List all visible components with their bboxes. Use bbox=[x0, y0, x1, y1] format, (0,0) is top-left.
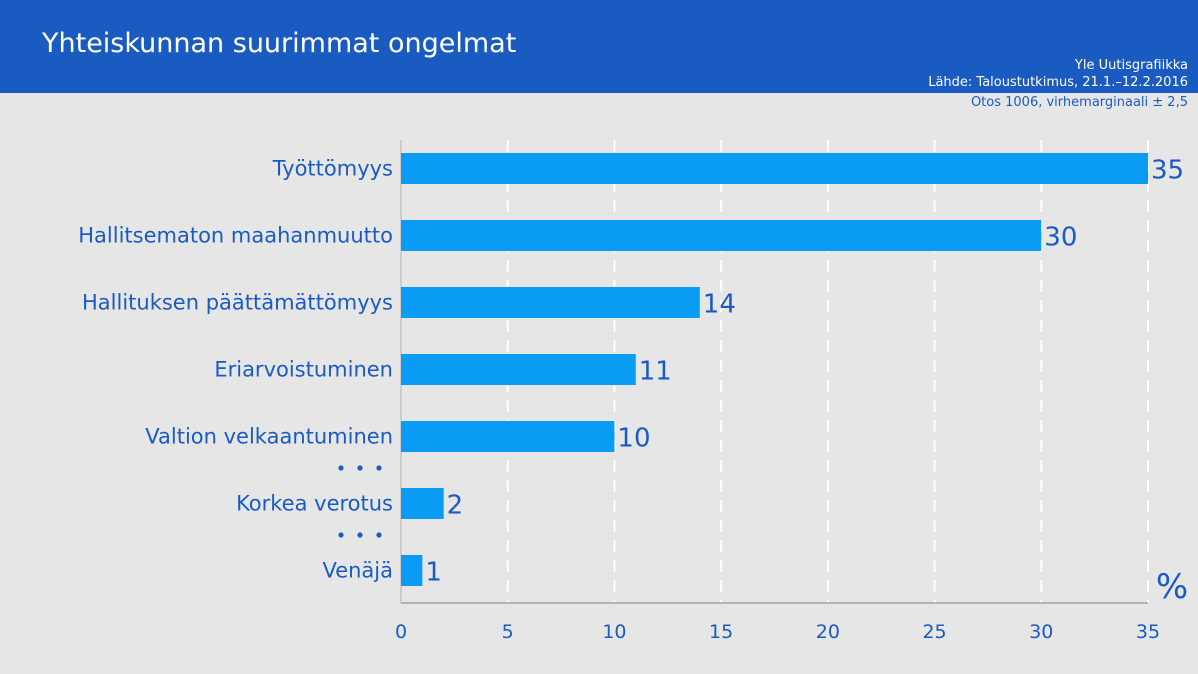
bar bbox=[401, 421, 615, 452]
category-label: Työttömyys bbox=[272, 157, 393, 181]
ellipsis-dot bbox=[376, 532, 382, 538]
x-tick-label: 25 bbox=[922, 621, 946, 643]
bar bbox=[401, 354, 636, 385]
chart-title: Yhteiskunnan suurimmat ongelmat bbox=[42, 28, 517, 59]
unit-label: % bbox=[1156, 567, 1188, 607]
category-label: Hallitsematon maahanmuutto bbox=[78, 224, 393, 248]
value-label: 11 bbox=[639, 357, 672, 387]
ellipsis-dot bbox=[357, 465, 363, 471]
category-label: Hallituksen päättämättömyys bbox=[82, 291, 393, 315]
x-tick-label: 30 bbox=[1029, 621, 1053, 643]
category-label: Korkea verotus bbox=[236, 492, 393, 516]
value-label: 35 bbox=[1151, 156, 1184, 186]
sample-text: Otos 1006, virhemarginaali ± 2,5 bbox=[970, 95, 1188, 110]
x-tick-label: 0 bbox=[395, 621, 407, 643]
header-banner: Yhteiskunnan suurimmat ongelmat Yle Uuti… bbox=[0, 0, 1198, 93]
value-label: 1 bbox=[425, 558, 442, 588]
ellipsis-dot bbox=[376, 465, 382, 471]
category-label: Venäjä bbox=[322, 559, 393, 583]
ellipsis-dot bbox=[338, 465, 344, 471]
x-tick-label: 20 bbox=[816, 621, 840, 643]
ellipsis-dot bbox=[357, 532, 363, 538]
x-tick-label: 15 bbox=[709, 621, 733, 643]
bar bbox=[401, 488, 444, 519]
x-tick-label: 35 bbox=[1136, 621, 1160, 643]
bar bbox=[401, 153, 1148, 184]
source-text: Lähde: Taloustutkimus, 21.1.–12.2.2016 bbox=[928, 75, 1188, 90]
bar bbox=[401, 287, 700, 318]
ellipsis-dot bbox=[338, 532, 344, 538]
credit-text: Yle Uutisgrafiikka bbox=[1074, 58, 1188, 73]
x-tick-label: 10 bbox=[602, 621, 626, 643]
value-label: 14 bbox=[703, 290, 736, 320]
category-label: Eriarvoistuminen bbox=[214, 358, 393, 382]
category-label: Valtion velkaantuminen bbox=[145, 425, 393, 449]
value-label: 30 bbox=[1044, 223, 1077, 253]
x-tick-label: 5 bbox=[502, 621, 514, 643]
bar bbox=[401, 555, 423, 586]
value-label: 10 bbox=[617, 424, 650, 454]
value-label: 2 bbox=[447, 491, 464, 521]
bar bbox=[401, 220, 1042, 251]
